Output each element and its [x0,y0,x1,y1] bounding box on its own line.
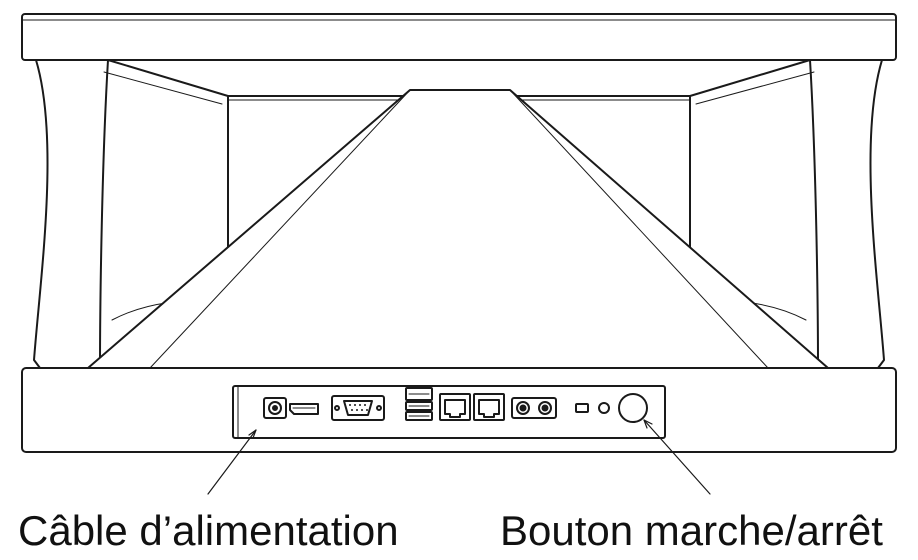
connector-panel [263,387,648,423]
leader-line-power-button [643,419,711,495]
leader-line-power-cable [207,429,257,495]
audio-jacks [511,397,557,419]
hologram-pyramid [87,89,829,369]
status-led [575,403,589,413]
vga-port [331,395,385,421]
usb-ports [405,387,433,421]
dc-power-jack [263,397,287,419]
ethernet-port-2 [473,393,505,421]
top-lid [21,13,897,61]
leader-arrow-power-button [643,419,653,429]
hdmi-port [289,403,319,415]
leader-arrow-power-cable [248,429,257,439]
power-cable-label: Câble d’alimentation [18,507,399,554]
ethernet-port-1 [439,393,471,421]
reset-hole [598,402,610,414]
power-button [618,393,648,423]
leader-lines [207,419,711,495]
power-button-label: Bouton marche/arrêt [500,507,883,554]
